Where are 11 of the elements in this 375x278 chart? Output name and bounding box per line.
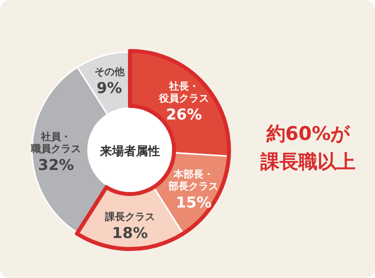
data-label: 18% (112, 224, 148, 242)
text: 来場者属性 (99, 144, 160, 158)
text: 約60%が課長職以上 (260, 123, 356, 173)
data-label: 26% (166, 105, 202, 124)
data-label: 32% (38, 156, 74, 174)
slice-label: 社長・役員クラス (158, 80, 209, 104)
data-label: 9% (96, 78, 122, 97)
slice-label: 本部長・部長クラス (168, 168, 219, 193)
data-label: 15% (176, 194, 212, 212)
slice-label: その他 (94, 66, 126, 78)
slice-label: 課長クラス (104, 211, 155, 223)
